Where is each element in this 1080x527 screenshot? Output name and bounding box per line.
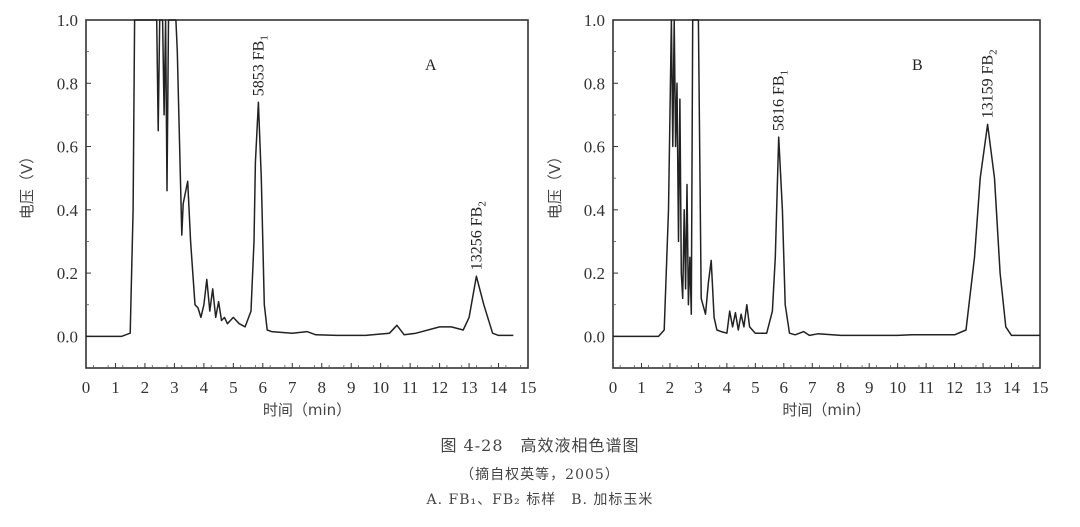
x-tick-label: 10 [889, 378, 906, 397]
peak-annotation: 5853 FB1 [250, 35, 270, 96]
x-tick-label: 9 [865, 378, 874, 397]
peak-annotation: 13256 FB2 [469, 201, 489, 270]
y-tick-label: 0.4 [57, 201, 79, 220]
x-tick-label: 8 [317, 378, 326, 397]
x-tick-label: 0 [82, 378, 91, 397]
x-tick-label: 7 [288, 378, 297, 397]
panel-label: B [912, 57, 923, 74]
x-tick-label: 12 [431, 378, 448, 397]
x-tick-label: 3 [170, 378, 179, 397]
y-tick-label: 0.6 [584, 138, 605, 157]
y-axis-label: 电压（V） [18, 149, 36, 219]
x-tick-label: 7 [808, 378, 817, 397]
x-tick-label: 13 [461, 378, 478, 397]
y-tick-label: 0.8 [584, 74, 605, 93]
y-tick-label: 0.8 [57, 74, 78, 93]
x-tick-label: 0 [609, 378, 618, 397]
x-tick-label: 12 [946, 378, 963, 397]
x-tick-label: 11 [402, 378, 418, 397]
plot-frame [612, 19, 1041, 369]
y-tick-label: 0.2 [584, 264, 605, 283]
y-tick-label: 1.0 [57, 11, 78, 30]
x-axis-label: 时间（min） [782, 401, 870, 419]
figure-legend: A. FB₁、FB₂ 标样 B. 加标玉米 [426, 492, 654, 508]
x-tick-label: 4 [723, 378, 732, 397]
chart-panel-b: 0 1 2 3 4 5 6 7 8 9 10 11 12 13 14 150.00.20.40.60.81.0… [546, 11, 1049, 419]
x-tick-label: 8 [836, 378, 845, 397]
x-tick-label: 15 [1032, 378, 1049, 397]
x-tick-label: 2 [666, 378, 675, 397]
x-tick-label: 1 [637, 378, 646, 397]
x-tick-label: 4 [200, 378, 209, 397]
x-tick-label: 6 [259, 378, 268, 397]
y-tick-label: 0.0 [57, 327, 78, 346]
x-tick-label: 5 [229, 378, 238, 397]
y-tick-label: 0.0 [584, 327, 605, 346]
x-tick-label: 1 [111, 378, 120, 397]
y-tick-label: 0.2 [57, 264, 78, 283]
x-tick-label: 14 [1003, 378, 1021, 397]
x-tick-label: 10 [372, 378, 389, 397]
x-tick-label: 14 [490, 378, 508, 397]
y-tick-label: 1.0 [584, 11, 605, 30]
chromatogram-figure: 0 1 2 3 4 5 6 7 8 9 10 11 12 13 14 150.00.20.40.60.81.0… [18, 11, 1049, 419]
x-tick-label: 11 [918, 378, 934, 397]
x-tick-label: 15 [520, 378, 537, 397]
x-tick-label: 9 [347, 378, 356, 397]
x-tick-label: 5 [751, 378, 760, 397]
panel-label: A [425, 57, 437, 74]
x-axis-label: 时间（min） [263, 401, 351, 419]
x-tick-label: 3 [694, 378, 703, 397]
chart-panel-a: 0 1 2 3 4 5 6 7 8 9 10 11 12 13 14 150.00.20.40.60.81.0… [18, 11, 537, 419]
y-axis-label: 电压（V） [546, 149, 564, 219]
plot-frame [85, 19, 529, 369]
chromatogram-trace [86, 19, 514, 338]
peak-annotation: 13159 FB2 [980, 49, 1000, 118]
x-tick-label: 6 [780, 378, 789, 397]
y-tick-label: 0.4 [584, 201, 606, 220]
chromatogram-trace [613, 19, 1040, 338]
x-tick-label: 2 [141, 378, 150, 397]
x-tick-label: 13 [975, 378, 992, 397]
figure-title: 图 4-28 高效液相色谱图 [440, 436, 640, 455]
peak-annotation: 5816 FB1 [771, 70, 791, 131]
figure-source: （摘自权英等，2005） [460, 467, 620, 483]
y-tick-label: 0.6 [57, 138, 78, 157]
